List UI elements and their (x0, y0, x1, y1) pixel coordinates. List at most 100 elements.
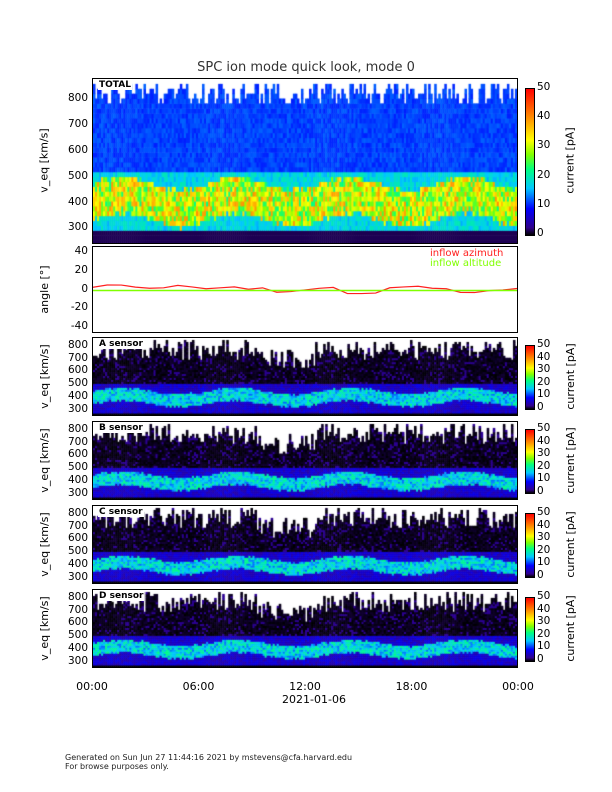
y-axis-label: v_eq [km/s] (37, 128, 51, 193)
y-tick-label: -20 (70, 301, 88, 313)
colorbar-tick-label: 20 (537, 168, 551, 181)
colorbar-label: current [pA] (563, 594, 577, 662)
y-tick-label: 700 (67, 519, 88, 532)
y-tick-label: 300 (67, 654, 88, 667)
y-axis-label: v_eq [km/s] (37, 343, 51, 409)
y-tick-label: 400 (67, 195, 88, 208)
y-axis-label: v_eq [km/s] (37, 511, 51, 577)
y-axis-label: v_eq [km/s] (37, 595, 51, 661)
y-tick-label: -40 (70, 319, 88, 332)
colorbar (525, 345, 535, 410)
y-tick-label: 600 (67, 448, 88, 461)
colorbar-tick-label: 50 (537, 338, 551, 350)
colorbar-tick-label: 0 (537, 569, 544, 581)
colorbar (525, 513, 535, 578)
y-tick-label: 800 (67, 590, 88, 603)
series-line-inflow-azimuth (93, 284, 517, 295)
panel-total (92, 78, 518, 244)
colorbar-tick-label: 20 (537, 459, 551, 472)
y-axis-label: angle [°] (37, 264, 51, 314)
y-tick-label: 800 (67, 422, 88, 435)
panel-c-sensor (92, 505, 518, 584)
colorbar-tick-label: 40 (537, 350, 551, 363)
y-tick-label: 20 (74, 263, 88, 276)
panel-label: D sensor (98, 591, 145, 601)
footer-browse: For browse purposes only. (65, 762, 169, 771)
colorbar-tick-label: 40 (537, 434, 551, 447)
colorbar-label: current [pA] (563, 127, 577, 194)
y-tick-label: 500 (67, 545, 88, 558)
y-tick-label: 400 (67, 641, 88, 654)
x-tick-label: 00:00 (76, 680, 108, 693)
x-tick-label: 12:00 (289, 680, 321, 693)
footer-generated: Generated on Sun Jun 27 11:44:16 2021 by… (65, 753, 353, 762)
y-tick-label: 400 (67, 389, 88, 402)
y-tick-label: 400 (67, 473, 88, 486)
colorbar-tick-label: 50 (537, 422, 551, 434)
colorbar-label: current [pA] (563, 426, 577, 494)
panel-d-sensor (92, 589, 518, 668)
y-tick-label: 300 (67, 486, 88, 499)
panel-label: B sensor (98, 423, 144, 433)
colorbar-tick-label: 10 (537, 556, 551, 569)
spectrogram (93, 422, 517, 499)
colorbar-label: current [pA] (563, 342, 577, 410)
panel-label: C sensor (98, 507, 144, 517)
y-tick-label: 800 (67, 506, 88, 519)
date-label: 2021-01-06 (282, 693, 346, 706)
angle-plot (93, 284, 517, 295)
colorbar-tick-label: 30 (537, 139, 551, 152)
y-tick-label: 300 (67, 570, 88, 583)
colorbar-tick-label: 10 (537, 388, 551, 401)
colorbar (525, 88, 535, 236)
y-tick-label: 500 (67, 629, 88, 642)
y-tick-label: 800 (67, 338, 88, 351)
y-tick-label: 600 (67, 616, 88, 629)
y-tick-label: 40 (74, 245, 88, 258)
colorbar-tick-label: 30 (537, 615, 551, 628)
x-tick-label: 06:00 (182, 680, 215, 693)
panel-label: TOTAL (98, 80, 132, 90)
y-tick-label: 600 (67, 143, 88, 156)
colorbar-tick-label: 40 (537, 110, 551, 123)
colorbar-tick-label: 0 (537, 653, 544, 665)
colorbar-tick-label: 10 (537, 197, 551, 210)
y-tick-label: 700 (67, 435, 88, 448)
colorbar-label: current [pA] (563, 510, 577, 578)
colorbar-tick-label: 10 (537, 640, 551, 653)
y-tick-label: 700 (67, 117, 88, 130)
colorbar (525, 597, 535, 662)
colorbar-tick-label: 0 (537, 227, 544, 239)
panel-a-sensor (92, 337, 518, 416)
colorbar-tick-label: 40 (537, 602, 551, 615)
colorbar-tick-label: 30 (537, 447, 551, 460)
y-tick-label: 0 (81, 282, 88, 295)
spectrogram (93, 79, 517, 243)
y-tick-label: 700 (67, 351, 88, 364)
panel-b-sensor (92, 421, 518, 500)
colorbar-tick-label: 0 (537, 485, 544, 497)
y-tick-label: 500 (67, 461, 88, 474)
colorbar-tick-label: 50 (537, 81, 551, 93)
panel-angle (92, 246, 518, 333)
x-tick-label: 00:00 (502, 680, 534, 693)
colorbar-tick-label: 20 (537, 543, 551, 556)
spectrogram (93, 506, 517, 583)
y-axis-label: v_eq [km/s] (37, 427, 51, 493)
y-tick-label: 400 (67, 557, 88, 570)
y-tick-label: 800 (67, 91, 88, 104)
panel-label: A sensor (98, 339, 144, 349)
colorbar-tick-label: 40 (537, 518, 551, 531)
x-tick-label: 18:00 (395, 680, 428, 693)
y-tick-label: 500 (67, 377, 88, 390)
colorbar (525, 429, 535, 494)
y-tick-label: 600 (67, 364, 88, 377)
y-tick-label: 700 (67, 603, 88, 616)
colorbar-tick-label: 20 (537, 375, 551, 388)
colorbar-tick-label: 30 (537, 363, 551, 376)
spectrogram (93, 338, 517, 415)
colorbar-tick-label: 50 (537, 506, 551, 518)
spectrogram (93, 590, 517, 667)
colorbar-tick-label: 0 (537, 401, 544, 413)
